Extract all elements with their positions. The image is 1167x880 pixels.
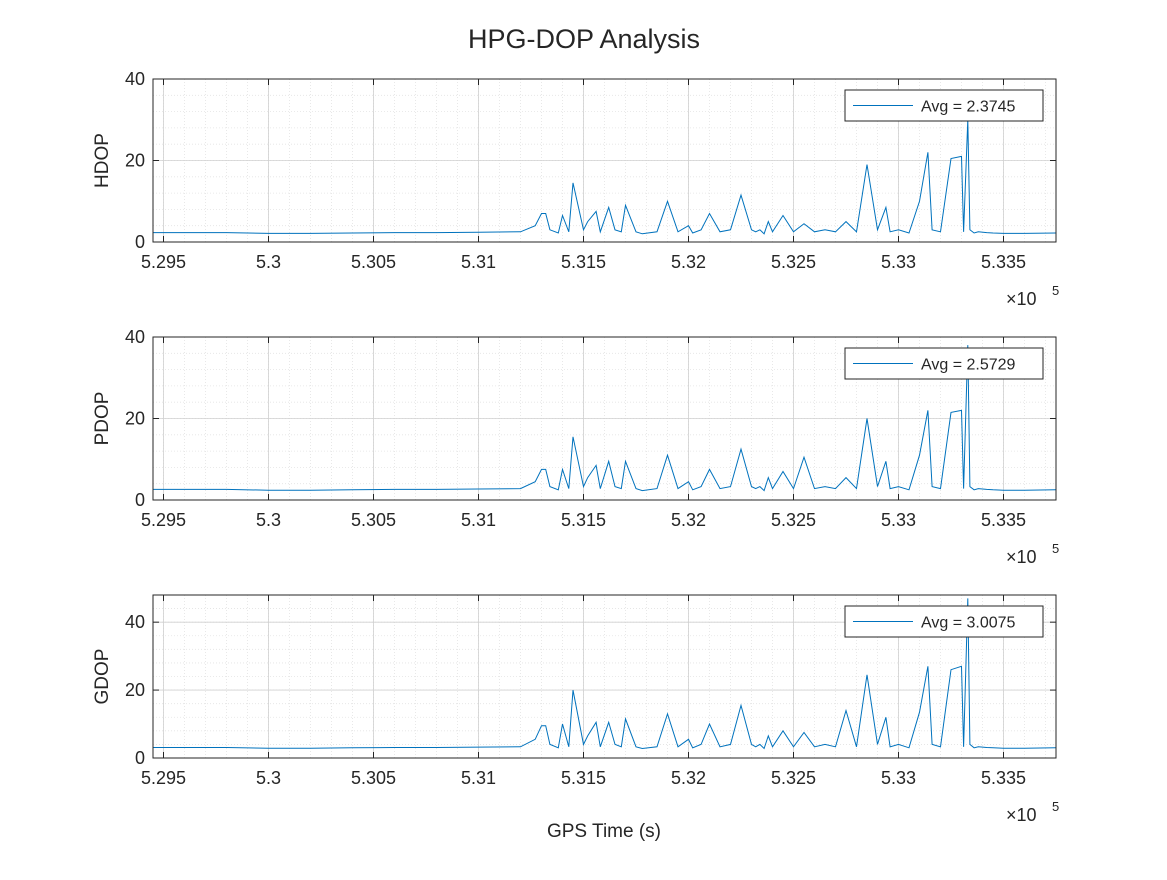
y-tick-label: 40 — [125, 69, 145, 89]
x-tick-label: 5.3 — [256, 510, 281, 530]
y-tick-label: 40 — [125, 612, 145, 632]
axes-pdop: 5.295 5.3 5.305 5.31 5.315 5.32 5.325 5.33 5.335… — [92, 327, 1059, 567]
y-tick-label: 20 — [125, 680, 145, 700]
axes-box — [152, 594, 1057, 759]
x-tick-label: 5.335 — [981, 510, 1026, 530]
x-tick-label: 5.315 — [561, 252, 606, 272]
y-tick-label: 20 — [125, 151, 145, 171]
y-tick-label: 0 — [135, 490, 145, 510]
x-exponent-power: 5 — [1052, 799, 1059, 814]
y-tick-label: 0 — [135, 748, 145, 768]
x-tick-label: 5.325 — [771, 768, 816, 788]
x-tick-label: 5.31 — [461, 252, 496, 272]
legend-label: Avg = 2.3745 — [921, 99, 1016, 116]
x-tick-label: 5.315 — [561, 768, 606, 788]
x-tick-label: 5.335 — [981, 768, 1026, 788]
x-exponent-label: ×10 — [1006, 805, 1037, 825]
y-tick-label: 20 — [125, 409, 145, 429]
x-exponent-label: ×10 — [1006, 547, 1037, 567]
x-tick-label: 5.32 — [671, 768, 706, 788]
x-tick-label: 5.315 — [561, 510, 606, 530]
x-tick-label: 5.295 — [141, 252, 186, 272]
x-tick-label: 5.33 — [881, 768, 916, 788]
x-tick-label: 5.295 — [141, 510, 186, 530]
y-tick-label: 40 — [125, 327, 145, 347]
x-exponent-power: 5 — [1052, 283, 1059, 298]
x-tick-label: 5.325 — [771, 252, 816, 272]
figure-title: HPG-DOP Analysis — [468, 24, 700, 54]
y-tick-label: 0 — [135, 232, 145, 252]
x-tick-label: 5.32 — [671, 510, 706, 530]
x-tick-label: 5.33 — [881, 510, 916, 530]
axes-gdop: 5.295 5.3 5.305 5.31 5.315 5.32 5.325 5.33 5.335… — [92, 594, 1059, 825]
x-tick-label: 5.305 — [351, 510, 396, 530]
x-tick-label: 5.31 — [461, 510, 496, 530]
x-exponent-power: 5 — [1052, 541, 1059, 556]
legend-box — [844, 89, 1044, 122]
y-axis-label: HDOP — [92, 133, 113, 188]
x-tick-label: 5.295 — [141, 768, 186, 788]
series-line — [153, 598, 1057, 750]
x-tick-label: 5.305 — [351, 768, 396, 788]
x-tick-label: 5.32 — [671, 252, 706, 272]
x-tick-label: 5.3 — [256, 252, 281, 272]
series-line — [153, 345, 1057, 492]
x-tick-label: 5.31 — [461, 768, 496, 788]
series-line — [153, 119, 1057, 235]
y-axis-label: GDOP — [92, 649, 113, 705]
legend-label: Avg = 3.0075 — [921, 615, 1016, 632]
y-axis-label: PDOP — [92, 392, 113, 446]
x-tick-label: 5.3 — [256, 768, 281, 788]
x-tick-label: 5.325 — [771, 510, 816, 530]
legend-label: Avg = 2.5729 — [921, 357, 1016, 374]
x-exponent-label: ×10 — [1006, 289, 1037, 309]
x-tick-label: 5.33 — [881, 252, 916, 272]
axes-hdop: 5.295 5.3 5.305 5.31 5.315 5.32 5.325 5.33 5.335… — [92, 69, 1059, 309]
x-tick-label: 5.335 — [981, 252, 1026, 272]
x-tick-label: 5.305 — [351, 252, 396, 272]
x-axis-label: GPS Time (s) — [547, 821, 661, 842]
